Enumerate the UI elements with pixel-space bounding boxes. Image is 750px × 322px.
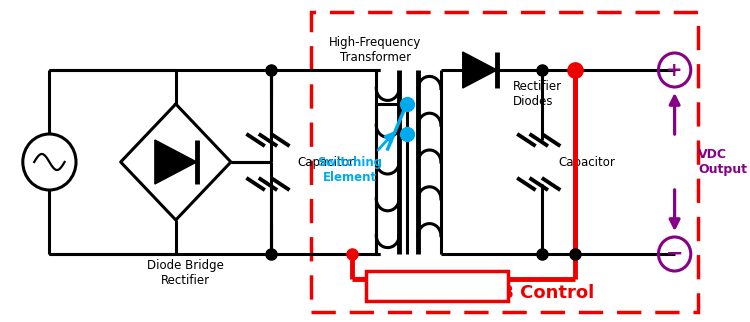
Text: Diode Bridge
Rectifier: Diode Bridge Rectifier	[147, 259, 224, 287]
Text: Switching
Element: Switching Element	[317, 156, 382, 184]
Bar	[366, 271, 509, 301]
Text: VDC
Output: VDC Output	[698, 148, 747, 176]
Text: High-Frequency
Transformer: High-Frequency Transformer	[329, 36, 422, 64]
Polygon shape	[155, 140, 196, 184]
Text: Capacitor: Capacitor	[298, 156, 354, 168]
Text: Capacitor: Capacitor	[559, 156, 616, 168]
Text: Rectifier
Diodes: Rectifier Diodes	[513, 80, 562, 108]
Text: +: +	[666, 61, 682, 80]
Bar	[310, 12, 698, 312]
Text: −: −	[666, 244, 683, 264]
Text: FB Control: FB Control	[488, 284, 595, 302]
Polygon shape	[463, 52, 497, 88]
Text: Control Circuit: Control Circuit	[389, 279, 485, 292]
